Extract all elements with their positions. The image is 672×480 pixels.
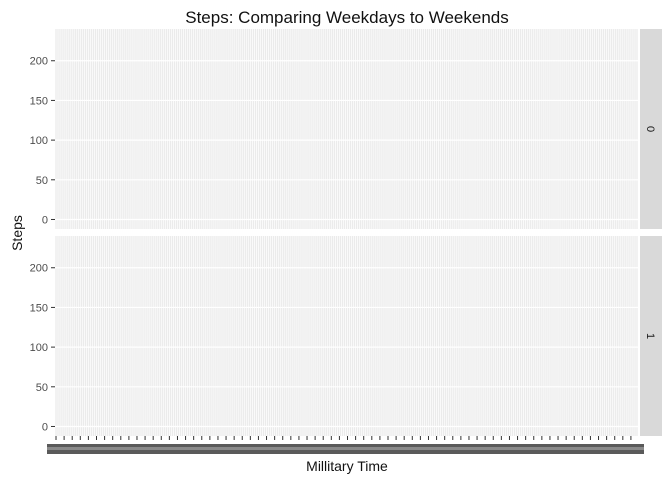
y-tick-label-0-200: 200: [30, 56, 48, 68]
facet-strip-label-0: 0: [644, 126, 656, 132]
facet-strip-0: [640, 29, 662, 229]
y-tick-label-1-0: 0: [42, 421, 48, 433]
y-tick-label-1-150: 150: [30, 302, 48, 314]
y-tick-label-1-100: 100: [30, 342, 48, 354]
y-axis-title: Steps: [9, 215, 25, 251]
x-axis-ticks: [55, 436, 632, 440]
facet-panels: 0 50 100 150 200 0 0 50 100 150 200 1: [30, 29, 662, 454]
chart-title: Steps: Comparing Weekdays to Weekends: [185, 8, 508, 27]
vertical-grid-0: [55, 29, 638, 229]
y-tick-label-0-150: 150: [30, 95, 48, 107]
y-tick-label-0-100: 100: [30, 135, 48, 147]
facet-strip-label-1: 1: [644, 333, 656, 339]
x-axis-title: Millitary Time: [306, 458, 388, 474]
y-tick-label-0-50: 50: [36, 175, 48, 187]
vertical-grid-1: [55, 236, 638, 436]
x-tick-label-band-highlight: [47, 447, 644, 450]
facet-strip-1: [640, 236, 662, 436]
panel-background-0: [55, 29, 638, 229]
y-tick-label-0-0: 0: [42, 214, 48, 226]
y-tick-label-1-200: 200: [30, 263, 48, 275]
panel-background-1: [55, 236, 638, 436]
y-tick-label-1-50: 50: [36, 382, 48, 394]
